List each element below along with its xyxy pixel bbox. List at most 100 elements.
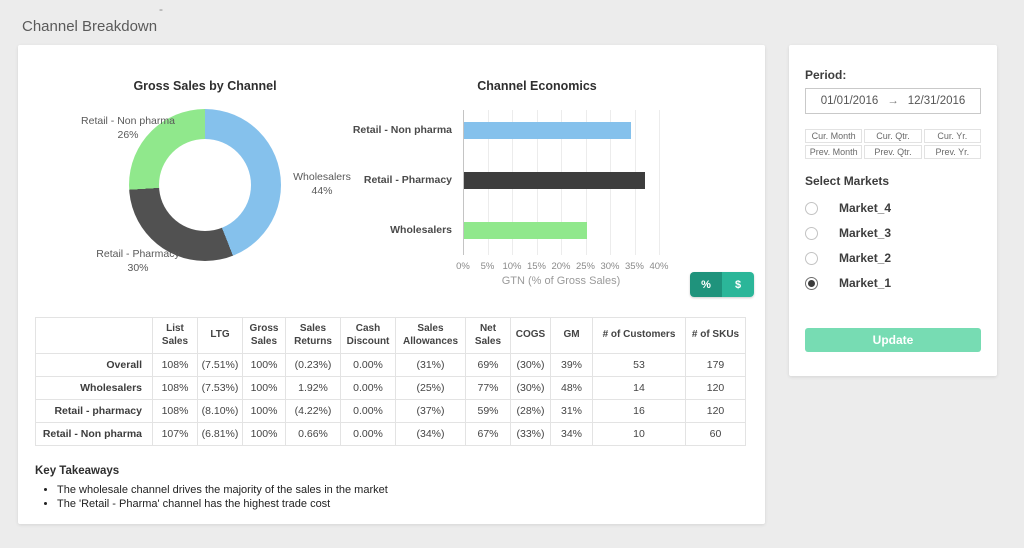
table-cell: (34%) bbox=[395, 422, 466, 446]
market-option-market_1[interactable]: Market_1 bbox=[805, 273, 981, 293]
slice-label: Retail - Non pharma bbox=[81, 115, 175, 127]
table-cell: (7.53%) bbox=[197, 376, 243, 400]
donut-ring bbox=[129, 109, 281, 261]
table-header-cell: Sales Returns bbox=[285, 317, 341, 354]
update-button[interactable]: Update bbox=[805, 328, 981, 352]
table-cell: 108% bbox=[152, 399, 198, 423]
date-range-input[interactable]: 01/01/2016 → 12/31/2016 bbox=[805, 88, 981, 114]
period-button-cur-month[interactable]: Cur. Month bbox=[805, 129, 863, 143]
takeaways-title: Key Takeaways bbox=[35, 465, 120, 477]
slice-percent: 44% bbox=[311, 184, 333, 197]
gridline bbox=[659, 110, 660, 255]
table-cell: 53 bbox=[592, 353, 686, 377]
donut-chart-title: Gross Sales by Channel bbox=[133, 79, 277, 93]
donut-chart: Gross Sales by Channel Retail - Non phar… bbox=[48, 75, 362, 315]
period-button-cur-qtr[interactable]: Cur. Qtr. bbox=[864, 129, 922, 143]
dollar-toggle-button[interactable]: $ bbox=[722, 272, 754, 297]
table-cell: 16 bbox=[592, 399, 686, 423]
bar bbox=[464, 122, 631, 139]
slice-label: Retail - Pharmacy bbox=[96, 248, 180, 260]
date-to: 12/31/2016 bbox=[907, 95, 966, 107]
donut-label-wholesalers: Wholesalers 44% bbox=[276, 171, 368, 198]
table-header-cell: COGS bbox=[510, 317, 551, 354]
market-option-market_4[interactable]: Market_4 bbox=[805, 198, 981, 218]
takeaway-item: The 'Retail - Pharma' channel has the hi… bbox=[57, 498, 735, 510]
table-header-cell: GM bbox=[550, 317, 593, 354]
table-header-row: List Sales LTG Gross Sales Sales Returns Cas… bbox=[35, 317, 746, 354]
row-label: Wholesalers bbox=[35, 376, 153, 400]
date-from: 01/01/2016 bbox=[820, 95, 879, 107]
period-button-prev-qtr[interactable]: Prev. Qtr. bbox=[864, 145, 922, 159]
period-button-cur-yr[interactable]: Cur. Yr. bbox=[923, 129, 981, 143]
bar-category-label: Retail - Pharmacy bbox=[363, 174, 452, 186]
table-cell: 108% bbox=[152, 376, 198, 400]
radio-button[interactable] bbox=[805, 201, 818, 215]
x-axis-tick: 5% bbox=[480, 261, 495, 272]
table-cell: 67% bbox=[465, 422, 511, 446]
market-label: Market_1 bbox=[839, 276, 892, 290]
market-label: Market_2 bbox=[839, 251, 892, 265]
x-axis-tick: 15% bbox=[526, 261, 547, 272]
x-axis-tick: 0% bbox=[456, 261, 470, 272]
table-cell: (31%) bbox=[395, 353, 466, 377]
table-cell: 100% bbox=[242, 376, 286, 400]
x-axis-tick: 30% bbox=[600, 261, 620, 272]
table-cell: 100% bbox=[242, 399, 286, 423]
period-button-prev-month[interactable]: Prev. Month bbox=[805, 145, 863, 159]
filter-panel: Period: 01/01/2016 → 12/31/2016 Cur. Mon… bbox=[789, 45, 997, 376]
table-cell: (25%) bbox=[395, 376, 466, 400]
table-row: Retail - pharmacy 108% (8.10%) 100% (4.22%) 0… bbox=[35, 399, 746, 423]
page-title: Channel Breakdown bbox=[22, 18, 158, 35]
radio-button-selected[interactable] bbox=[805, 276, 818, 290]
x-axis-tick: 35% bbox=[624, 261, 645, 272]
table-cell: 77% bbox=[465, 376, 511, 400]
table-cell: 39% bbox=[550, 353, 593, 377]
bar-category-label: Retail - Non pharma bbox=[352, 124, 452, 136]
table-header-cell: Sales Allowances bbox=[395, 317, 466, 354]
table-cell: 59% bbox=[465, 399, 511, 423]
table-cell: (33%) bbox=[510, 422, 551, 446]
table-cell: (30%) bbox=[510, 376, 551, 400]
table-cell: 14 bbox=[592, 376, 686, 400]
market-label: Market_4 bbox=[839, 201, 892, 215]
row-label: Retail - pharmacy bbox=[35, 399, 153, 423]
period-button-prev-yr[interactable]: Prev. Yr. bbox=[923, 145, 981, 159]
row-label: Retail - Non pharma bbox=[35, 422, 153, 446]
table-cell: 120 bbox=[685, 399, 746, 423]
bar bbox=[464, 172, 646, 189]
period-label: Period: bbox=[805, 68, 847, 82]
table-cell: 34% bbox=[550, 422, 593, 446]
table-cell: (7.51%) bbox=[197, 353, 243, 377]
table-cell: 0.00% bbox=[340, 353, 396, 377]
table-cell: 100% bbox=[242, 422, 286, 446]
dash-mark: - bbox=[159, 2, 163, 16]
table-cell: 0.00% bbox=[340, 376, 396, 400]
table-cell: 69% bbox=[465, 353, 511, 377]
bar-chart-title: Channel Economics bbox=[477, 79, 597, 93]
table-cell: 31% bbox=[550, 399, 593, 423]
table-header-cell: List Sales bbox=[152, 317, 198, 354]
donut-hole bbox=[159, 139, 251, 231]
market-list: Market_4 Market_3 Market_2 Market_1 bbox=[805, 198, 981, 298]
table-cell: 100% bbox=[242, 353, 286, 377]
table-cell: 10 bbox=[592, 422, 686, 446]
select-markets-label: Select Markets bbox=[805, 174, 890, 188]
takeaway-item: The wholesale channel drives the majorit… bbox=[57, 484, 735, 496]
table-cell: (28%) bbox=[510, 399, 551, 423]
table-header-cell: Gross Sales bbox=[242, 317, 286, 354]
table-header-cell: Net Sales bbox=[465, 317, 511, 354]
table-cell: 1.92% bbox=[285, 376, 341, 400]
summary-table: List Sales LTG Gross Sales Sales Returns Cas… bbox=[35, 317, 746, 446]
percent-toggle-button[interactable]: % bbox=[690, 272, 722, 297]
slice-label: Wholesalers bbox=[293, 171, 351, 183]
radio-button[interactable] bbox=[805, 226, 818, 240]
table-header-cell: Cash Discount bbox=[340, 317, 396, 354]
slice-percent: 26% bbox=[117, 128, 139, 141]
market-option-market_2[interactable]: Market_2 bbox=[805, 248, 981, 268]
table-header-cell: # of SKUs bbox=[685, 317, 746, 354]
radio-button[interactable] bbox=[805, 251, 818, 265]
key-takeaways: Key Takeaways The wholesale channel driv… bbox=[35, 465, 735, 512]
market-option-market_3[interactable]: Market_3 bbox=[805, 223, 981, 243]
market-label: Market_3 bbox=[839, 226, 892, 240]
takeaways-list: The wholesale channel drives the majorit… bbox=[57, 484, 735, 510]
